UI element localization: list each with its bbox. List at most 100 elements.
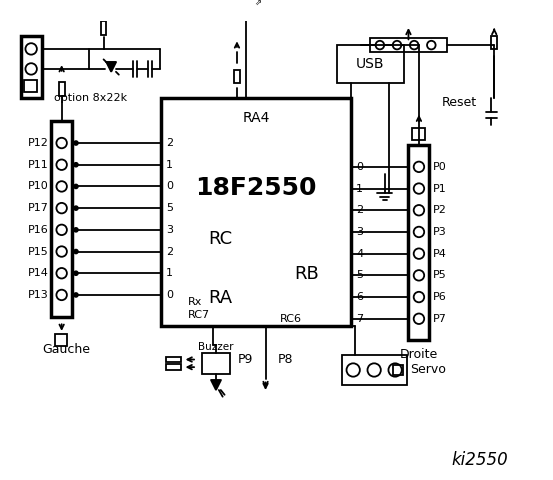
- Text: P8: P8: [278, 353, 294, 366]
- Text: P3: P3: [433, 227, 447, 237]
- Circle shape: [414, 292, 424, 302]
- Text: 6: 6: [356, 292, 363, 302]
- Circle shape: [25, 63, 37, 75]
- Circle shape: [74, 184, 78, 188]
- Text: P17: P17: [28, 203, 48, 213]
- Bar: [337, 45, 404, 83]
- Polygon shape: [211, 381, 221, 390]
- Bar: [202, 353, 230, 374]
- Circle shape: [74, 271, 78, 275]
- Circle shape: [393, 41, 401, 49]
- Circle shape: [56, 225, 67, 235]
- Circle shape: [56, 290, 67, 300]
- Circle shape: [414, 183, 424, 194]
- Circle shape: [74, 206, 78, 210]
- Text: Reset: Reset: [442, 96, 477, 109]
- Text: P14: P14: [28, 268, 48, 278]
- Circle shape: [375, 41, 384, 49]
- Circle shape: [74, 293, 78, 297]
- Text: P12: P12: [28, 138, 48, 148]
- Text: 3: 3: [166, 225, 173, 235]
- Text: 0: 0: [166, 181, 173, 192]
- Text: 2: 2: [166, 138, 173, 148]
- Bar: [413, 128, 425, 140]
- Text: 1: 1: [356, 183, 363, 193]
- Text: Buzzer: Buzzer: [198, 342, 234, 352]
- Polygon shape: [242, 2, 251, 12]
- Circle shape: [74, 228, 78, 232]
- Bar: [24, 80, 37, 92]
- Circle shape: [56, 268, 67, 278]
- Text: P10: P10: [28, 181, 48, 192]
- Text: P1: P1: [433, 183, 447, 193]
- Bar: [393, 365, 403, 375]
- Text: P2: P2: [433, 205, 447, 215]
- Text: 1: 1: [166, 268, 173, 278]
- Text: Droite: Droite: [400, 348, 438, 361]
- Text: RC7: RC7: [187, 310, 210, 320]
- Text: Rx: Rx: [187, 297, 202, 307]
- Circle shape: [25, 43, 37, 55]
- Bar: [234, 70, 240, 83]
- Text: P0: P0: [433, 162, 447, 172]
- Circle shape: [414, 270, 424, 281]
- Circle shape: [388, 363, 402, 377]
- Circle shape: [414, 313, 424, 324]
- Circle shape: [74, 141, 78, 145]
- Text: 2: 2: [166, 247, 173, 256]
- Circle shape: [74, 163, 78, 167]
- Text: RC: RC: [208, 229, 232, 248]
- Text: P6: P6: [433, 292, 447, 302]
- Bar: [492, 36, 497, 49]
- Text: 18F2550: 18F2550: [195, 176, 317, 200]
- Circle shape: [414, 249, 424, 259]
- Bar: [20, 36, 41, 97]
- Text: 3: 3: [356, 227, 363, 237]
- Text: 0: 0: [356, 162, 363, 172]
- Circle shape: [56, 246, 67, 257]
- Text: 2: 2: [356, 205, 363, 215]
- Bar: [161, 97, 351, 326]
- Text: 1: 1: [166, 160, 173, 170]
- Text: 4: 4: [356, 249, 363, 259]
- Circle shape: [74, 250, 78, 253]
- Text: 7: 7: [356, 314, 363, 324]
- Circle shape: [414, 227, 424, 237]
- Bar: [371, 38, 447, 52]
- Text: ⇗: ⇗: [254, 0, 261, 7]
- Text: 0: 0: [166, 290, 173, 300]
- Text: P7: P7: [433, 314, 447, 324]
- Circle shape: [410, 41, 419, 49]
- Circle shape: [414, 205, 424, 216]
- Text: P13: P13: [28, 290, 48, 300]
- Text: USB: USB: [356, 57, 384, 71]
- Text: RA4: RA4: [242, 111, 270, 125]
- Bar: [51, 121, 72, 317]
- Polygon shape: [106, 62, 116, 72]
- Text: P15: P15: [28, 247, 48, 256]
- Bar: [101, 21, 106, 35]
- Text: option 8x22k: option 8x22k: [54, 94, 127, 104]
- Bar: [59, 82, 65, 96]
- Text: RA: RA: [208, 288, 232, 307]
- Circle shape: [56, 159, 67, 170]
- Text: P9: P9: [238, 353, 253, 366]
- Circle shape: [56, 138, 67, 148]
- Text: P11: P11: [28, 160, 48, 170]
- Text: Servo: Servo: [410, 363, 446, 376]
- Text: ki2550: ki2550: [452, 451, 508, 468]
- Text: P16: P16: [28, 225, 48, 235]
- Text: RC6: RC6: [280, 313, 302, 324]
- Circle shape: [347, 363, 360, 377]
- Text: 5: 5: [356, 270, 363, 280]
- Text: 5: 5: [166, 203, 173, 213]
- Text: Gauche: Gauche: [43, 344, 91, 357]
- Bar: [409, 145, 430, 340]
- Circle shape: [56, 203, 67, 214]
- Circle shape: [414, 162, 424, 172]
- Circle shape: [368, 363, 381, 377]
- Bar: [165, 364, 181, 370]
- Text: RB: RB: [294, 265, 319, 283]
- Circle shape: [56, 181, 67, 192]
- Bar: [342, 355, 406, 385]
